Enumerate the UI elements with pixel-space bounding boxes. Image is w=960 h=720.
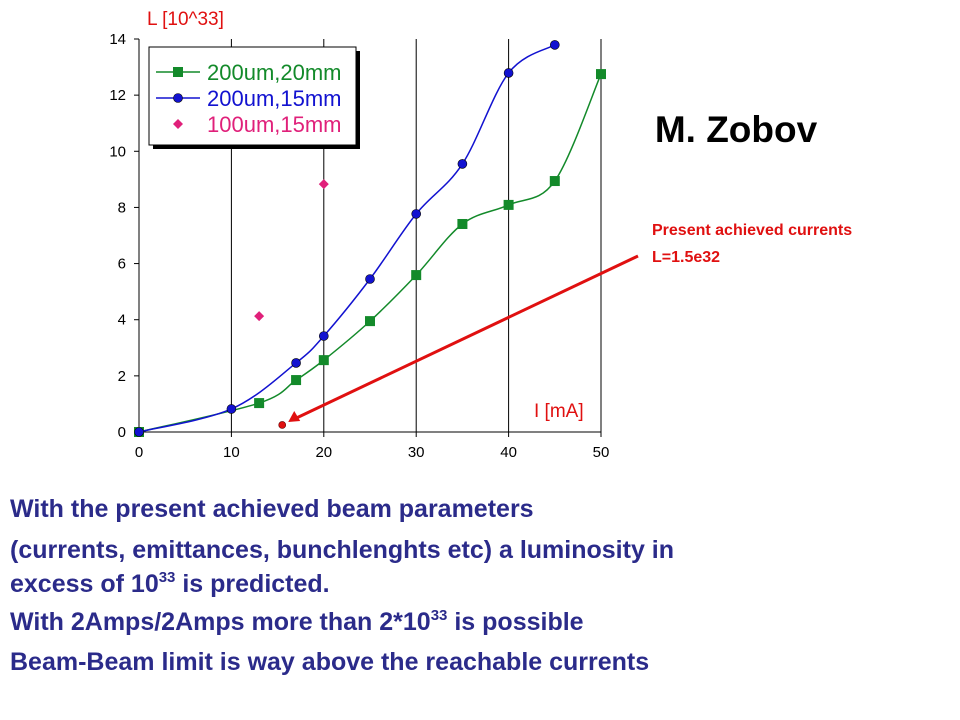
legend-box (148, 46, 357, 146)
body-text: is possible (447, 608, 583, 636)
marker (411, 209, 422, 219)
x-tick-label: 20 (315, 444, 332, 461)
body-line: With the present achieved beam parameter… (10, 495, 534, 523)
marker (318, 179, 329, 190)
series-line (138, 73, 602, 433)
body-text: is predicted. (175, 570, 329, 598)
y-tick-label: 2 (118, 368, 126, 385)
x-tick-label: 50 (593, 444, 610, 461)
x-tick-label: 10 (223, 444, 240, 461)
marker (365, 274, 375, 284)
body-text: excess of 10 (10, 570, 159, 598)
achieved-point (278, 421, 287, 429)
marker (457, 218, 468, 229)
marker (318, 355, 329, 366)
annotation-arrow (291, 254, 639, 422)
arrow-head (288, 410, 301, 422)
marker (411, 270, 422, 281)
y-tick-label: 10 (109, 143, 126, 160)
marker (596, 69, 606, 80)
marker (457, 159, 468, 169)
y-axis-label: L [10^33] (147, 9, 224, 30)
marker (365, 316, 375, 327)
body-line: Beam-Beam limit is way above the reachab… (10, 648, 649, 676)
marker (254, 311, 265, 322)
marker (291, 358, 301, 368)
body-line: With 2Amps/2Amps more than 2*1033 is pos… (10, 607, 584, 636)
body-line: excess of 1033 is predicted. (10, 569, 330, 598)
marker (549, 40, 560, 50)
superscript: 33 (431, 607, 448, 624)
marker (549, 176, 560, 187)
superscript: 33 (159, 569, 176, 586)
x-tick-label: 40 (500, 444, 517, 461)
y-tick-label: 6 (118, 256, 126, 273)
marker (503, 68, 514, 78)
annotation-text: Present achieved currents (652, 222, 852, 239)
body-line: (currents, emittances, bunchlenghts etc)… (10, 536, 674, 564)
x-axis-label: I [mA] (534, 401, 584, 422)
legend-label: 200um,15mm (207, 86, 342, 111)
marker (226, 404, 237, 414)
marker (134, 427, 144, 437)
legend-label: 200um,20mm (207, 60, 342, 85)
body-text: With 2Amps/2Amps more than 2*10 (10, 608, 431, 636)
body-text: Beam-Beam limit is way above the reachab… (10, 648, 649, 676)
x-tick-label: 30 (408, 444, 425, 461)
marker (173, 67, 183, 77)
y-tick-label: 12 (109, 87, 126, 104)
marker (291, 375, 302, 386)
marker (254, 398, 265, 409)
marker (173, 119, 183, 129)
body-text: With the present achieved beam parameter… (10, 495, 534, 523)
y-tick-label: 8 (118, 199, 126, 216)
x-tick-label: 0 (135, 444, 143, 461)
y-tick-label: 14 (109, 31, 126, 48)
marker (318, 331, 329, 341)
body-text: (currents, emittances, bunchlenghts etc)… (10, 536, 674, 564)
marker (503, 199, 514, 210)
legend-label: 100um,15mm (207, 112, 342, 137)
marker (173, 93, 183, 103)
y-tick-label: 0 (118, 424, 126, 441)
y-tick-label: 4 (118, 312, 126, 329)
annotation-text: L=1.5e32 (652, 249, 720, 266)
author: M. Zobov (655, 109, 818, 150)
